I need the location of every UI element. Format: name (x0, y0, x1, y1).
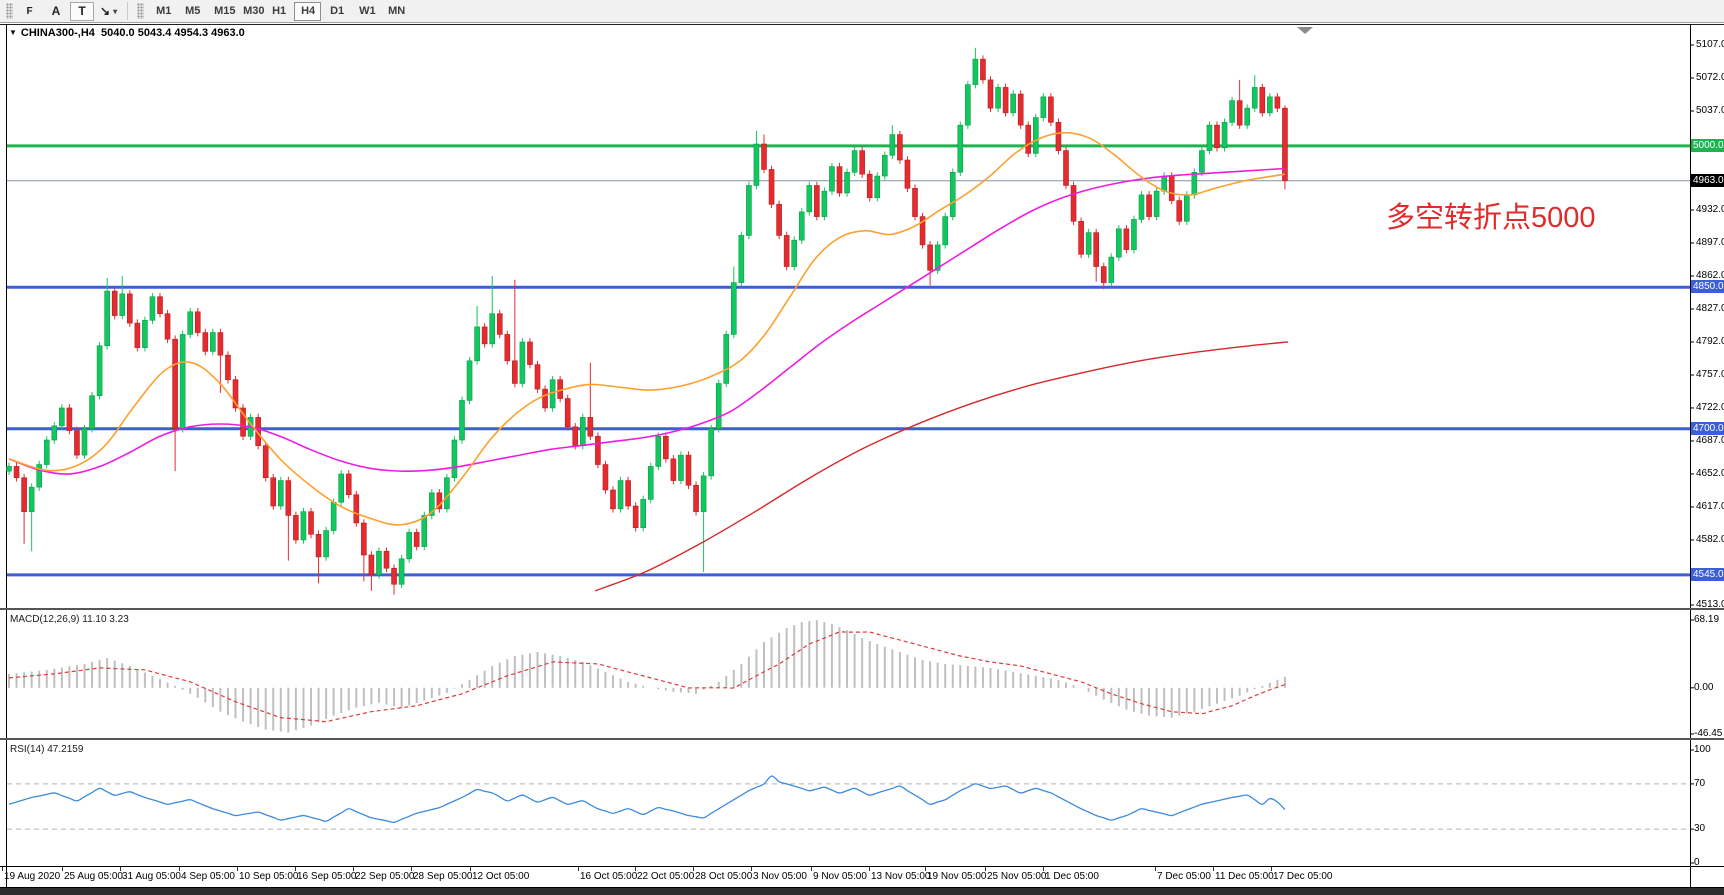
toolbar-grip[interactable] (6, 3, 13, 19)
fibonacci-icon: F (26, 5, 34, 17)
timeframe-m15-button[interactable]: M15 (207, 2, 235, 21)
label-tool-button[interactable]: T (70, 1, 94, 21)
toolbar-grip[interactable] (137, 3, 145, 19)
text-tool-button[interactable]: A (44, 2, 68, 21)
ohlc-values: 5040.0 5043.4 4954.3 4963.0 (101, 27, 245, 39)
text-tool-icon: A (51, 4, 61, 18)
symbol-dropdown-icon[interactable]: ▼ (9, 28, 17, 37)
timeframe-h1-button[interactable]: H1 (265, 2, 292, 21)
timeframe-m5-button[interactable]: M5 (178, 2, 205, 21)
timeframe-m1-button[interactable]: M1 (149, 2, 176, 21)
toolbar: F A T ↘ ▾ M1 M5 M15 M30 H1 H4 D1 W1 MN (0, 0, 1724, 23)
fibonacci-tool-button[interactable]: F (18, 2, 42, 21)
price-axis-border (1690, 24, 1691, 887)
rsi-line (8, 775, 1286, 823)
chart-window-top-border (0, 24, 1724, 25)
toolbar-separator (127, 2, 129, 20)
timeframe-h4-button[interactable]: H4 (294, 1, 322, 21)
arrow-icon: ↘ (100, 4, 111, 18)
chart-plot-area[interactable] (7, 25, 1690, 608)
chevron-down-icon: ▾ (113, 6, 118, 16)
macd-histogram (8, 620, 1286, 733)
pane-divider-macd[interactable] (0, 608, 1724, 610)
chart-text-annotation[interactable]: 多空转折点5000 (1386, 202, 1596, 234)
time-axis[interactable] (0, 869, 1690, 886)
price-axis[interactable] (1691, 24, 1724, 886)
label-tool-icon: T (78, 4, 86, 18)
rsi-indicator-label: RSI(14) 47.2159 (10, 744, 84, 755)
time-axis-border (0, 866, 1724, 867)
pane-divider-rsi[interactable] (0, 738, 1724, 740)
bottom-bar (0, 887, 1724, 895)
chart-title: ▼ CHINA300-,H4 5040.0 5043.4 4954.3 4963.… (9, 27, 245, 39)
chart-window-left-border (6, 24, 7, 887)
macd-indicator-label: MACD(12,26,9) 11.10 3.23 (10, 614, 129, 625)
timeframe-m30-button[interactable]: M30 (236, 2, 264, 21)
timeframe-mn-button[interactable]: MN (381, 2, 408, 21)
arrows-tool-button[interactable]: ↘ ▾ (96, 2, 121, 21)
macd-signal-line (8, 631, 1286, 723)
timeframe-d1-button[interactable]: D1 (323, 2, 350, 21)
timeframe-w1-button[interactable]: W1 (352, 2, 379, 21)
symbol-name: CHINA300-,H4 (20, 27, 95, 39)
